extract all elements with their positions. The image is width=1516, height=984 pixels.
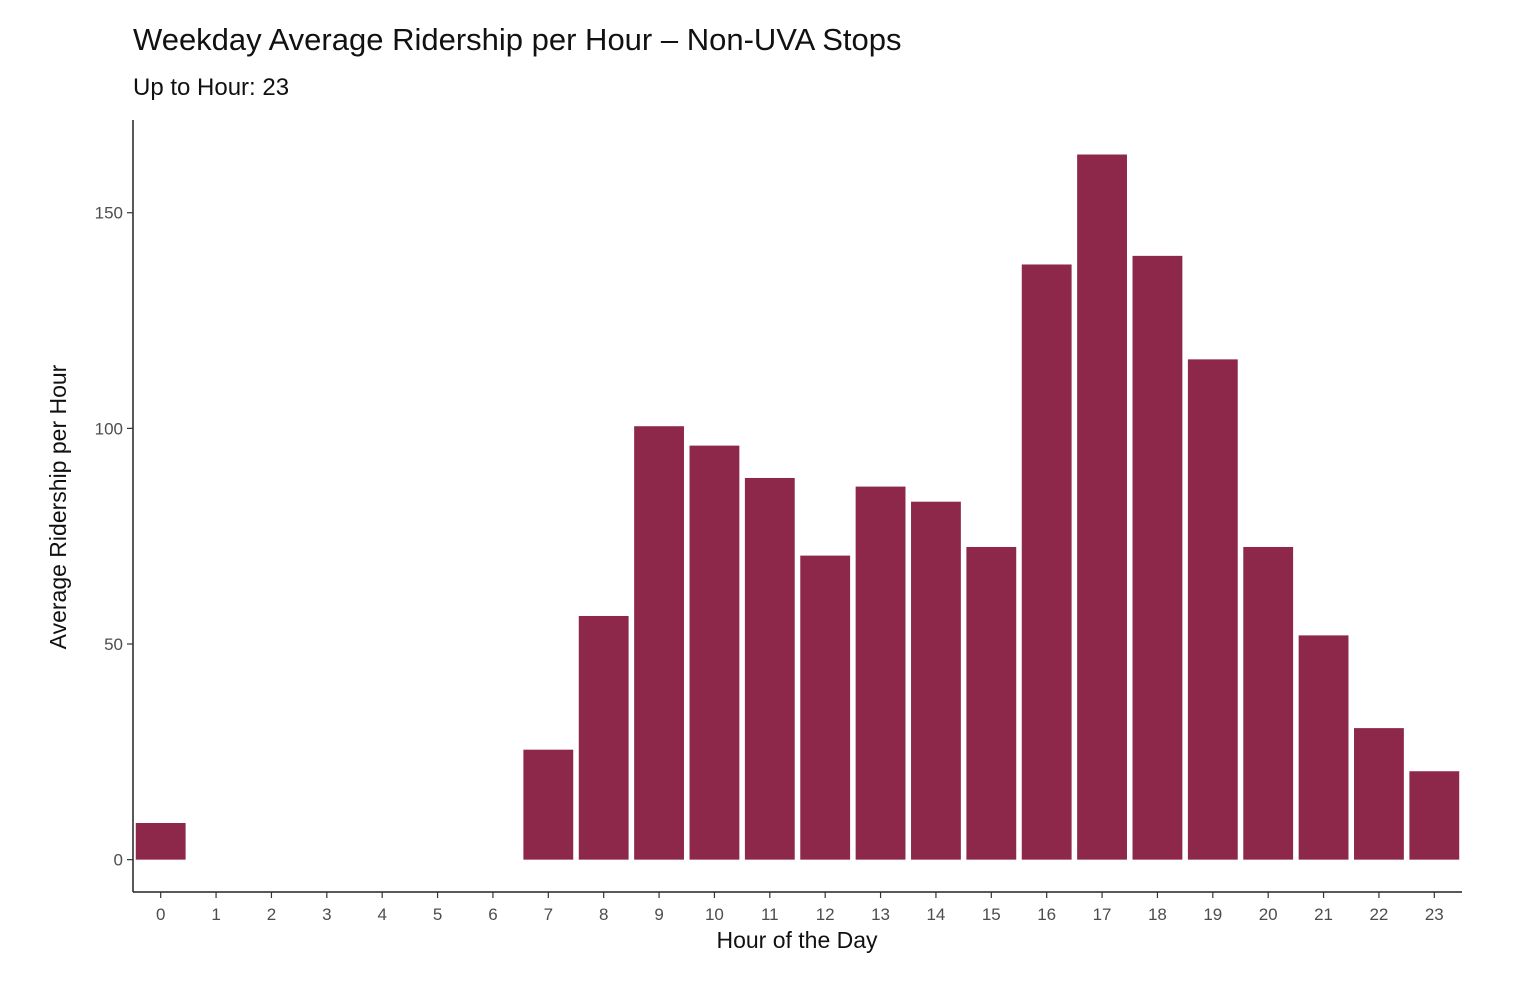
y-axis: 0 50 100 150 [95, 120, 134, 892]
x-tick-label: 10 [705, 905, 724, 924]
bar-hour-12 [800, 555, 851, 860]
x-tick-label: 11 [761, 905, 779, 924]
x-tick-label: 4 [377, 905, 386, 924]
x-tick-label: 0 [156, 905, 165, 924]
x-tick-label: 22 [1369, 905, 1388, 924]
chart-subtitle: Up to Hour: 23 [133, 74, 290, 101]
bar-hour-15 [966, 546, 1017, 860]
bar-hour-19 [1187, 359, 1238, 860]
y-tick-label: 50 [104, 635, 123, 654]
y-axis-title: Average Ridership per Hour [45, 364, 71, 649]
x-tick-label: 6 [488, 905, 497, 924]
bar-hour-17 [1077, 154, 1127, 860]
x-axis-title: Hour of the Day [716, 927, 878, 953]
x-tick-label: 16 [1037, 905, 1056, 924]
y-tick-label: 100 [95, 419, 123, 438]
bar-hour-10 [689, 445, 740, 860]
x-tick-label: 8 [599, 905, 608, 924]
x-tick-label: 1 [211, 905, 220, 924]
x-tick-label: 7 [544, 905, 553, 924]
x-tick-label: 5 [433, 905, 442, 924]
x-tick-label: 14 [926, 905, 945, 924]
x-tick-label: 15 [982, 905, 1001, 924]
y-tick-label: 0 [114, 851, 123, 870]
x-tick-label: 21 [1314, 905, 1333, 924]
bar-hour-18 [1132, 255, 1183, 860]
bar-hour-16 [1021, 264, 1072, 860]
bar-hour-14 [911, 501, 961, 860]
bar-hour-22 [1354, 728, 1404, 860]
bar-hour-9 [634, 426, 684, 860]
x-axis: 0 1 2 3 4 5 6 7 8 9 10 11 12 13 14 15 16 17 18 19 20 21 22 23 [133, 891, 1462, 924]
bar-hour-21 [1298, 635, 1349, 860]
bar-hour-11 [744, 477, 795, 860]
x-tick-label: 19 [1203, 905, 1222, 924]
bars-group [135, 154, 1460, 860]
x-tick-label: 18 [1148, 905, 1167, 924]
bar-hour-8 [578, 615, 629, 860]
x-tick-label: 3 [322, 905, 331, 924]
bar-hour-23 [1409, 771, 1460, 860]
x-tick-label: 9 [654, 905, 663, 924]
bar-hour-7 [523, 749, 574, 860]
chart-title: Weekday Average Ridership per Hour – Non… [133, 22, 902, 57]
x-tick-label: 20 [1259, 905, 1278, 924]
x-tick-label: 23 [1425, 905, 1444, 924]
x-tick-label: 13 [871, 905, 890, 924]
bar-hour-20 [1243, 546, 1294, 860]
x-tick-label: 17 [1093, 905, 1112, 924]
bar-hour-0 [135, 822, 186, 860]
bar-hour-13 [855, 486, 906, 860]
y-tick-label: 150 [95, 204, 123, 223]
x-tick-label: 2 [267, 905, 276, 924]
x-tick-label: 12 [816, 905, 835, 924]
